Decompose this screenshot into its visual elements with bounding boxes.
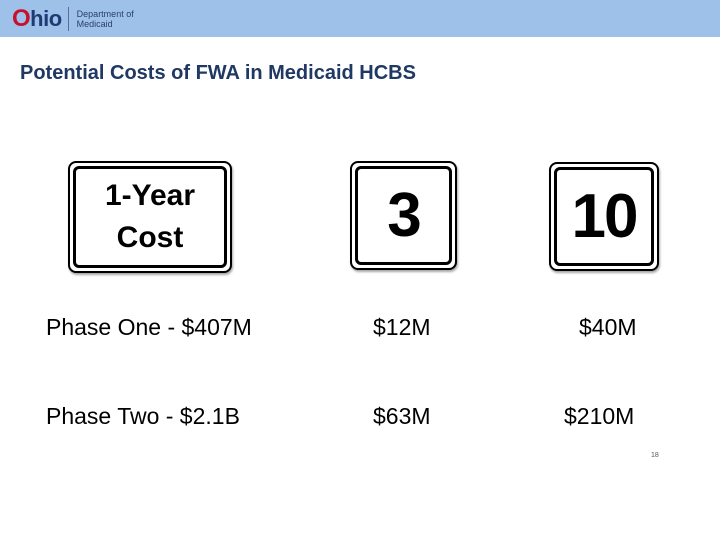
phase-two-ten-year-cost: $210M [564,403,635,429]
ohio-wordmark-o: O [12,5,31,32]
ohio-wordmark: O hio [12,5,62,33]
phase-two-three-year-cost: $63M [373,403,431,429]
three-year-sign: 3 [350,161,457,270]
logo-divider [67,7,69,31]
one-year-cost-sign: 1-Year Cost [68,161,232,273]
one-year-cost-sign-border: 1-Year Cost [73,166,227,268]
slide-page-number: 18 [651,452,659,459]
phase-two-label: Phase Two - $2.1B [46,403,240,429]
phase-one-three-year-cost: $12M [373,314,431,340]
department-line-2: Medicaid [76,19,113,29]
ten-year-sign-border: 10 [554,167,654,266]
header-bar [0,0,720,37]
ten-year-sign: 10 [549,162,659,271]
phase-one-label: Phase One - $407M [46,314,252,340]
ten-year-number: 10 [571,181,639,251]
department-name: Department of Medicaid [77,9,134,29]
one-year-cost-label: 1-Year Cost [104,179,196,254]
phase-one-ten-year-cost: $40M [579,314,637,340]
three-year-sign-border: 3 [355,166,452,265]
page-title: Potential Costs of FWA in Medicaid HCBS [20,62,416,84]
three-year-number: 3 [387,180,422,250]
ohio-wordmark-rest: hio [30,6,62,31]
department-line-1: Department of [76,9,134,19]
ohio-medicaid-logo: O hio Department of Medicaid [12,4,134,34]
